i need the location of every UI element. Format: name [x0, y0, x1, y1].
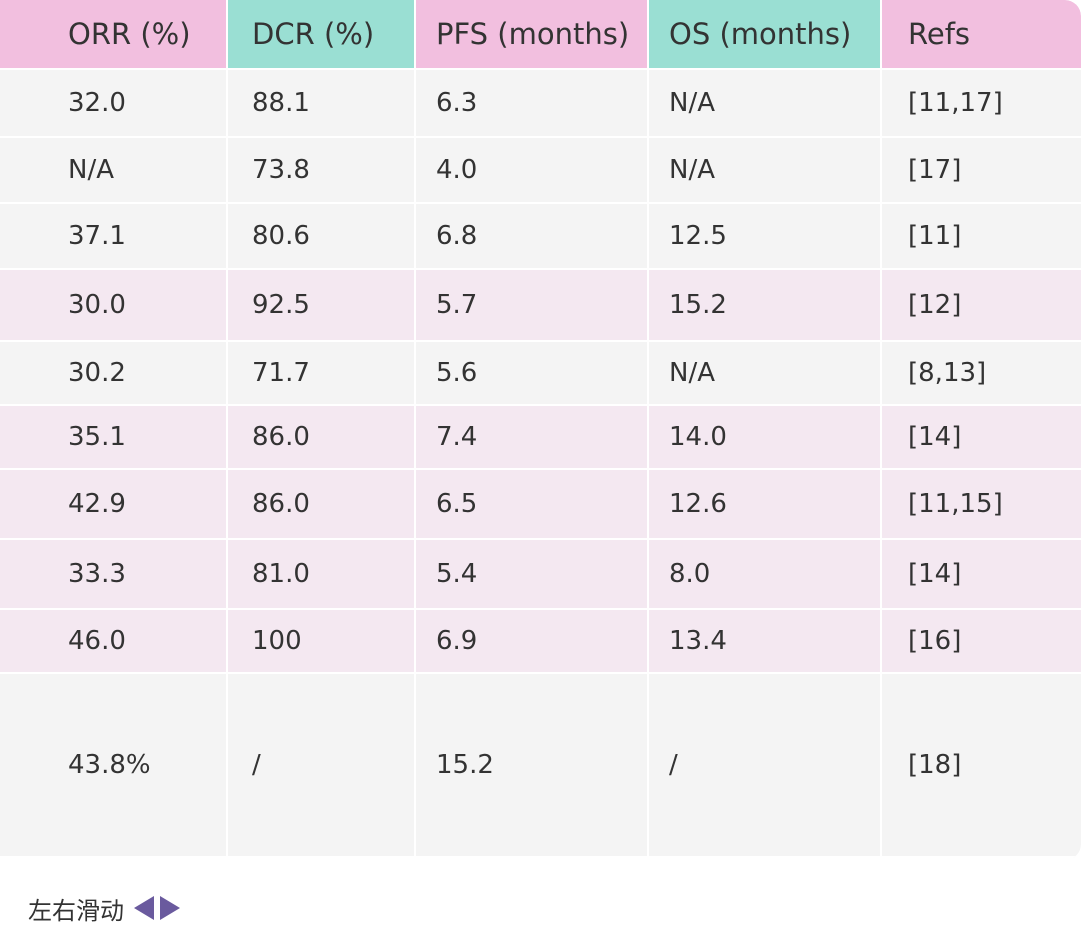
cell-orr: N/A	[0, 138, 228, 204]
cell-pfs: 5.6	[416, 342, 649, 406]
header-refs: Refs	[882, 0, 1081, 70]
cell-refs: [17]	[882, 138, 1081, 204]
cell-dcr: 86.0	[228, 470, 416, 540]
cell-refs: [11,17]	[882, 70, 1081, 138]
cell-dcr: 100	[228, 610, 416, 674]
cell-orr: 43.8%	[0, 674, 228, 858]
cell-dcr: 81.0	[228, 540, 416, 610]
cell-os: 12.6	[649, 470, 882, 540]
cell-refs: [18]	[882, 674, 1081, 858]
cell-refs: [12]	[882, 270, 1081, 342]
table-row: 32.0 88.1 6.3 N/A [11,17]	[0, 70, 1081, 138]
table-row: 35.1 86.0 7.4 14.0 [14]	[0, 406, 1081, 470]
cell-os: 15.2	[649, 270, 882, 342]
cell-pfs: 6.8	[416, 204, 649, 270]
cell-orr: 30.0	[0, 270, 228, 342]
triangle-left-icon[interactable]	[134, 896, 154, 920]
cell-os: /	[649, 674, 882, 858]
cell-dcr: 71.7	[228, 342, 416, 406]
cell-os: N/A	[649, 342, 882, 406]
cell-orr: 33.3	[0, 540, 228, 610]
cell-orr: 30.2	[0, 342, 228, 406]
scroll-hint-label: 左右滑动	[28, 896, 124, 925]
cell-dcr: 73.8	[228, 138, 416, 204]
cell-dcr: /	[228, 674, 416, 858]
scroll-hint: 左右滑动	[28, 888, 180, 928]
cell-refs: [8,13]	[882, 342, 1081, 406]
cell-orr: 37.1	[0, 204, 228, 270]
cell-pfs: 15.2	[416, 674, 649, 858]
cell-os: 14.0	[649, 406, 882, 470]
table-row: 33.3 81.0 5.4 8.0 [14]	[0, 540, 1081, 610]
data-table-container[interactable]: ORR (%) DCR (%) PFS (months) OS (months)…	[0, 0, 1081, 860]
table-row: 46.0 100 6.9 13.4 [16]	[0, 610, 1081, 674]
table-row: 42.9 86.0 6.5 12.6 [11,15]	[0, 470, 1081, 540]
cell-os: 13.4	[649, 610, 882, 674]
cell-orr: 35.1	[0, 406, 228, 470]
table-row: 37.1 80.6 6.8 12.5 [11]	[0, 204, 1081, 270]
cell-orr: 42.9	[0, 470, 228, 540]
cell-pfs: 6.5	[416, 470, 649, 540]
cell-refs: [14]	[882, 540, 1081, 610]
cell-dcr: 80.6	[228, 204, 416, 270]
table-row: 30.2 71.7 5.6 N/A [8,13]	[0, 342, 1081, 406]
cell-orr: 46.0	[0, 610, 228, 674]
table-row: 43.8% / 15.2 / [18]	[0, 674, 1081, 858]
table-header-row: ORR (%) DCR (%) PFS (months) OS (months)…	[0, 0, 1081, 70]
cell-orr: 32.0	[0, 70, 228, 138]
cell-refs: [16]	[882, 610, 1081, 674]
cell-pfs: 5.7	[416, 270, 649, 342]
header-os: OS (months)	[649, 0, 882, 70]
cell-refs: [11]	[882, 204, 1081, 270]
table-row: N/A 73.8 4.0 N/A [17]	[0, 138, 1081, 204]
cell-pfs: 6.9	[416, 610, 649, 674]
table-row: 30.0 92.5 5.7 15.2 [12]	[0, 270, 1081, 342]
cell-dcr: 86.0	[228, 406, 416, 470]
cell-os: N/A	[649, 70, 882, 138]
cell-dcr: 92.5	[228, 270, 416, 342]
data-table: ORR (%) DCR (%) PFS (months) OS (months)…	[0, 0, 1081, 858]
cell-refs: [11,15]	[882, 470, 1081, 540]
triangle-right-icon[interactable]	[160, 896, 180, 920]
cell-dcr: 88.1	[228, 70, 416, 138]
header-orr: ORR (%)	[0, 0, 228, 70]
cell-os: 8.0	[649, 540, 882, 610]
header-pfs: PFS (months)	[416, 0, 649, 70]
cell-os: N/A	[649, 138, 882, 204]
cell-pfs: 7.4	[416, 406, 649, 470]
cell-pfs: 6.3	[416, 70, 649, 138]
cell-pfs: 5.4	[416, 540, 649, 610]
cell-os: 12.5	[649, 204, 882, 270]
cell-pfs: 4.0	[416, 138, 649, 204]
cell-refs: [14]	[882, 406, 1081, 470]
header-dcr: DCR (%)	[228, 0, 416, 70]
